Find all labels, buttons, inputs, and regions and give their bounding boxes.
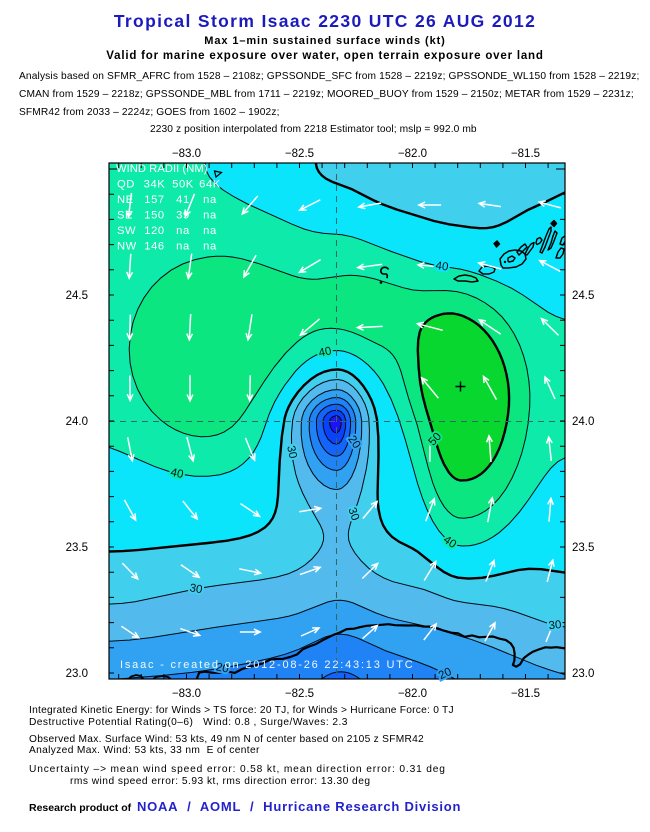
- svg-text:146: 146: [144, 241, 164, 253]
- svg-text:157: 157: [144, 194, 164, 206]
- svg-text:−83.0: −83.0: [172, 688, 201, 700]
- svg-text:30: 30: [284, 445, 298, 460]
- svg-text:−82.5: −82.5: [285, 688, 314, 700]
- svg-text:40: 40: [435, 260, 449, 274]
- svg-text:na: na: [203, 210, 217, 222]
- svg-text:na: na: [203, 241, 217, 253]
- svg-text:QD: QD: [117, 179, 135, 191]
- svg-text:na: na: [176, 241, 190, 253]
- svg-text:39: 39: [176, 210, 190, 222]
- svg-text:na: na: [203, 194, 217, 206]
- svg-text:−81.5: −81.5: [511, 688, 540, 700]
- svg-text:41: 41: [176, 194, 190, 206]
- svg-text:WIND RADII (NM): WIND RADII (NM): [116, 163, 208, 175]
- svg-text:24.5: 24.5: [66, 290, 88, 302]
- svg-text:SE: SE: [117, 210, 133, 222]
- svg-text:SW: SW: [117, 225, 136, 237]
- svg-text:NW: NW: [117, 241, 137, 253]
- svg-text:50K: 50K: [172, 179, 194, 191]
- svg-text:23.5: 23.5: [66, 542, 88, 554]
- svg-text:20: 20: [215, 661, 230, 675]
- svg-text:34K: 34K: [144, 179, 166, 191]
- svg-text:23.0: 23.0: [572, 668, 594, 680]
- svg-text:−82.0: −82.0: [398, 688, 427, 700]
- svg-text:40: 40: [169, 467, 184, 482]
- svg-text:na: na: [176, 225, 190, 237]
- svg-text:−83.0: −83.0: [172, 148, 201, 160]
- svg-text:23.5: 23.5: [572, 542, 594, 554]
- svg-text:24.0: 24.0: [572, 416, 594, 428]
- svg-text:120: 120: [144, 225, 164, 237]
- svg-text:23.0: 23.0: [66, 668, 88, 680]
- svg-text:40: 40: [318, 345, 333, 359]
- svg-text:−81.5: −81.5: [511, 148, 540, 160]
- svg-text:150: 150: [144, 210, 164, 222]
- svg-text:na: na: [203, 225, 217, 237]
- svg-text:30: 30: [548, 619, 562, 632]
- svg-text:Isaac - created on 2012-08-26: Isaac - created on 2012-08-26 22:43:13 U…: [120, 659, 415, 671]
- svg-text:64K: 64K: [199, 179, 221, 191]
- svg-text:−82.0: −82.0: [398, 148, 427, 160]
- svg-text:24.5: 24.5: [572, 290, 594, 302]
- svg-text:−82.5: −82.5: [285, 148, 314, 160]
- svg-text:24.0: 24.0: [66, 416, 88, 428]
- svg-text:30: 30: [189, 582, 204, 596]
- svg-text:NE: NE: [117, 194, 134, 206]
